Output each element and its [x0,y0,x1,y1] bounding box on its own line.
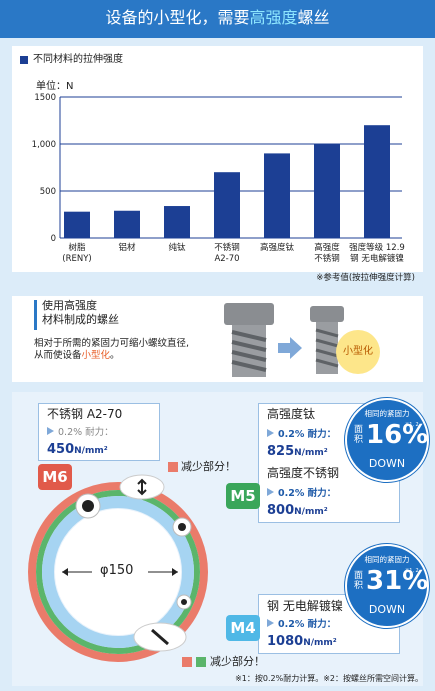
x-tick-label: 高强度 不锈钢 [314,243,340,264]
proof-label: 0.2% 耐力： [267,619,336,631]
badge-area: 面 积 [354,425,364,445]
legend-swatch [20,56,28,64]
title-part: 设备的小型化，需要 [105,8,250,27]
reduce-swatch [168,462,178,472]
diameter: φ150 [100,563,134,578]
x-tick-label: 高强度钛 [259,243,294,253]
unit: N/mm² [294,448,328,458]
proof-label: 0.2% 耐力： [267,488,336,500]
y-tick-label: 1,000 [32,140,56,150]
x-tick-label: 强度等级 12.9 钢 无电解镀镍 [349,243,405,264]
value: 825 [267,444,295,459]
reduce-swatch-red [182,657,192,667]
material: 高强度不锈钢 [267,466,340,480]
x-tick-label: 纯钛 [168,243,186,253]
bar [64,211,90,238]
screw-large [224,303,274,377]
x-tick-label: 不锈钢 A2-70 [214,243,240,264]
m6-tag: M6 [38,464,72,490]
badge-down: DOWN [368,457,406,470]
y-tick-label: 0 [51,234,56,244]
header-bar [0,0,435,38]
chart-title: 不同材料的拉伸强度 [33,54,123,65]
bar [214,172,240,238]
m5-tag: M5 [226,483,260,509]
chart-note: ※参考值(按拉伸强度计算) [316,273,415,283]
badge-top: 相同的紧固力 [364,555,410,564]
proof-label: 0.2% 耐力： [267,429,336,441]
badge-text: 小型化 [343,346,373,357]
footnote: ※1：按0.2%耐力计算。※2：按螺丝所需空间计算。 [235,674,423,683]
bar [164,206,190,238]
title: 设备的小型化，需要高强度螺丝 [0,8,435,29]
m4-tag: M4 [226,615,260,641]
value: 800 [267,503,295,518]
unit: N/mm² [303,638,337,648]
y-tick-label: 1500 [34,93,56,103]
material: 高强度钛 [267,407,316,421]
heading-bar [34,300,37,330]
unit: N/mm² [74,446,108,456]
intro-highlight: 小型化 [81,350,111,362]
bar [314,144,340,238]
badge-16: 相同的紧固力 面 积 16% ※1, 2 DOWN [345,398,429,482]
bar [264,153,290,238]
bar [114,210,140,238]
x-tick-label: 树脂 (RENY) [62,243,92,264]
value: 450 [47,442,75,457]
intro-heading: 使用高强度 材料制成的螺丝 [42,299,119,327]
reduce-swatch-green [196,657,206,667]
unit: N/mm² [294,507,328,517]
unit-label: 单位：N [36,81,74,92]
chart: 0 500 1,000 1500 [32,93,402,244]
rings [28,474,208,662]
badge-percent: 16% [366,420,429,450]
title-highlight: 高强度 [249,8,298,27]
x-tick-label: 铝材 [118,243,136,253]
badge-note: ※1, 2 [405,422,419,428]
m6-box: 不锈钢 A2-70 0.2% 耐力： 450N/mm² [38,403,160,461]
intro-part: 相对于所需的紧固力可缩小螺纹直径, 从而使设备 [34,338,190,362]
bottom-label: 减少部分！ [210,655,265,668]
material: 钢 无电解镀镍 [267,599,343,613]
badge-note: ※1, 2 [405,568,419,574]
proof-label: 0.2% 耐力： [47,427,114,439]
bar [364,125,390,238]
value: 1080 [267,634,304,649]
badge-percent: 31% [366,566,429,596]
reduce-label: 减少部分！ [181,460,236,473]
y-tick-label: 500 [40,187,56,197]
badge-area: 面 积 [354,571,364,591]
intro-part: 。 [110,350,120,362]
material: 不锈钢 A2-70 [47,407,123,421]
badge-top: 相同的紧固力 [364,409,410,418]
title-part: 螺丝 [297,8,330,27]
intro-text: 相对于所需的紧固力可缩小螺纹直径, 从而使设备小型化。 [34,338,189,363]
badge-circle [336,330,380,374]
arrow [278,337,302,359]
badge-down: DOWN [368,603,406,616]
badge-31: 相同的紧固力 面 积 31% ※1, 2 DOWN [345,544,429,628]
screw-small [310,306,344,374]
